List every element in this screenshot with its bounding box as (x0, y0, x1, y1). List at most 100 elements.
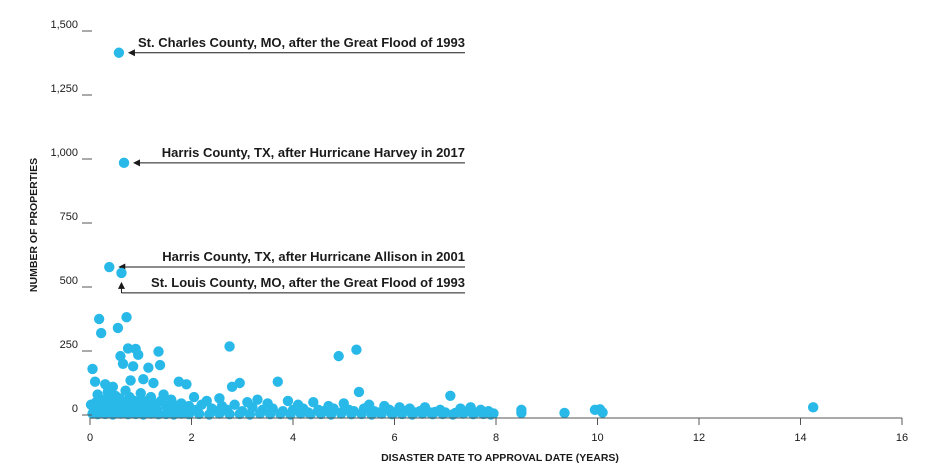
data-point (285, 409, 296, 420)
data-point (127, 361, 139, 372)
y-axis-title: NUMBER OF PROPERTIES (28, 158, 40, 292)
data-point (478, 408, 489, 420)
data-point (224, 409, 235, 420)
data-point (229, 399, 240, 410)
data-point (168, 409, 179, 420)
data-point (113, 47, 125, 58)
data-point (252, 394, 263, 405)
data-point (396, 408, 408, 420)
data-point (148, 377, 159, 389)
data-point (196, 399, 207, 410)
data-point (333, 350, 344, 362)
data-point (315, 408, 327, 420)
y-tick-label: 1,250 (50, 83, 78, 95)
annotation-label: Harris County, TX, after Hurricane Allis… (162, 249, 465, 264)
y-tick-label: 750 (60, 211, 78, 223)
data-point (275, 408, 286, 420)
data-point (117, 358, 129, 369)
data-point (226, 381, 238, 393)
annotation-lines (117, 49, 465, 294)
y-axis: 0 250 500 750 1,000 1,250 1,500 (50, 19, 92, 416)
x-tick-label: 14 (794, 432, 806, 444)
x-tick-label: 10 (591, 432, 603, 444)
data-point (153, 346, 164, 357)
annotation-arrowhead (117, 281, 125, 289)
annotation-label: Harris County, TX, after Hurricane Harve… (162, 145, 465, 160)
data-point (95, 327, 107, 339)
data-point (244, 409, 256, 420)
data-point (467, 409, 479, 420)
annotation-labels: St. Charles County, MO, after the Great … (138, 35, 465, 290)
data-point (437, 408, 448, 420)
x-tick-label: 2 (188, 432, 194, 444)
data-point (204, 409, 215, 420)
data-point (115, 408, 126, 419)
y-tick-label: 1,500 (50, 19, 78, 31)
data-point (254, 408, 266, 419)
data-point (366, 409, 377, 420)
data-point (100, 408, 111, 420)
data-point (485, 409, 497, 420)
data-point (87, 363, 98, 375)
data-point (336, 408, 347, 419)
data-point (143, 362, 154, 373)
data-point (346, 409, 357, 420)
x-tick-label: 8 (493, 432, 499, 444)
data-point (181, 379, 192, 390)
data-point (112, 322, 124, 334)
data-point (351, 344, 362, 355)
y-tick-label: 1,000 (50, 147, 78, 159)
data-point (122, 343, 134, 354)
data-point (188, 391, 200, 403)
data-point (427, 409, 438, 420)
data-point (407, 409, 418, 420)
data-point (214, 408, 225, 419)
data-point (104, 261, 115, 273)
annotation-label: St. Charles County, MO, after the Great … (138, 35, 465, 50)
data-point (325, 409, 337, 420)
data-point (224, 341, 235, 352)
data-point (457, 408, 469, 419)
annotation-arrowhead (133, 159, 141, 167)
data-point (356, 408, 367, 420)
data-point (308, 397, 319, 408)
data-point (176, 408, 187, 419)
data-point (145, 408, 157, 419)
data-point (559, 407, 570, 419)
annotation-label: St. Louis County, MO, after the Great Fl… (151, 275, 465, 290)
data-point (386, 409, 398, 420)
data-point (445, 390, 456, 401)
data-point (116, 267, 127, 279)
x-tick-label: 16 (896, 432, 908, 444)
data-point (193, 408, 205, 420)
data-point (264, 409, 276, 420)
annotation-arrowhead (127, 49, 135, 57)
data-point (138, 373, 149, 385)
data-point (153, 409, 164, 420)
x-axis-title: DISASTER DATE TO APPROVAL DATE (YEARS) (381, 452, 619, 464)
data-point (183, 409, 195, 420)
x-tick-label: 0 (87, 432, 93, 444)
data-point (282, 395, 294, 407)
x-axis: 0 2 4 6 8 10 12 14 16 (87, 417, 908, 444)
data-point (154, 359, 166, 371)
data-point (807, 402, 819, 413)
data-point (107, 409, 119, 420)
data-point (89, 376, 101, 387)
data-points (85, 47, 819, 420)
y-tick-label: 0 (72, 403, 78, 415)
data-point (125, 375, 136, 386)
data-point (272, 376, 283, 387)
data-point (93, 313, 105, 325)
x-tick-label: 4 (290, 432, 296, 444)
data-point (295, 408, 306, 419)
data-point (121, 312, 132, 323)
data-point (92, 409, 103, 420)
y-tick-label: 500 (60, 275, 78, 287)
y-tick-label: 250 (60, 339, 78, 351)
data-point (516, 407, 527, 419)
x-tick-label: 6 (391, 432, 397, 444)
data-point (138, 409, 149, 420)
data-point (122, 409, 134, 420)
